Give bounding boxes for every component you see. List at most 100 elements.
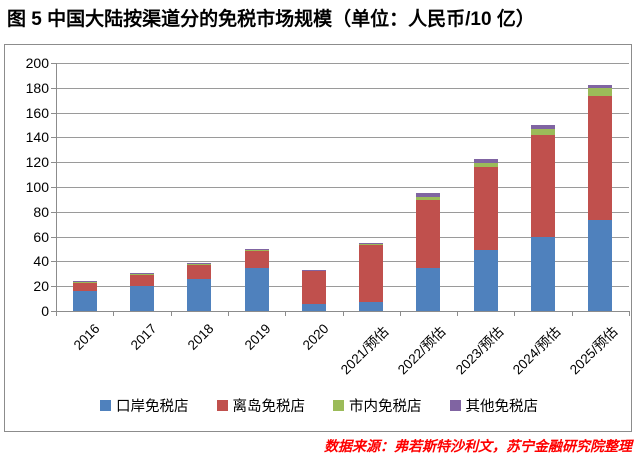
legend-swatch-icon xyxy=(100,400,111,411)
x-tick-5 xyxy=(342,311,344,316)
legend-item-市内免税店: 市内免税店 xyxy=(333,395,422,416)
y-axis-label-20: 20 xyxy=(33,278,49,295)
bar-2025/预估-其他免税店 xyxy=(588,84,613,89)
bar-2016-离岛免税店 xyxy=(72,281,97,291)
y-axis-label-160: 160 xyxy=(25,104,49,121)
legend-label: 其他免税店 xyxy=(465,399,539,415)
y-axis-label-60: 60 xyxy=(33,228,49,245)
x-tick-3 xyxy=(227,311,229,316)
x-axis-label-2022/预估: 2022/预估 xyxy=(395,323,449,378)
y-axis-label-80: 80 xyxy=(33,203,49,220)
bar-2023/预估-市内免税店 xyxy=(473,162,498,168)
bar-2020-口岸免税店 xyxy=(301,303,326,311)
bar-2024/预估-其他免税店 xyxy=(531,125,556,129)
bar-2023/预估-口岸免税店 xyxy=(473,250,498,311)
x-tick-7 xyxy=(457,311,459,316)
legend-item-口岸免税店: 口岸免税店 xyxy=(100,395,189,416)
y-axis-label-120: 120 xyxy=(25,154,49,171)
y-tick-100 xyxy=(51,187,56,188)
bar-2023/预估-其他免税店 xyxy=(473,159,498,163)
x-axis-label-2017: 2017 xyxy=(127,321,160,353)
bar-2017-口岸免税店 xyxy=(129,286,154,311)
y-axis-label-140: 140 xyxy=(25,129,49,146)
y-tick-0 xyxy=(51,311,56,312)
gridline-80 xyxy=(56,211,629,213)
gridline-40 xyxy=(56,261,629,263)
gridline-200 xyxy=(56,63,629,64)
y-tick-60 xyxy=(51,236,56,238)
bar-2025/预估-市内免税店 xyxy=(588,88,613,97)
x-tick-2 xyxy=(170,311,172,316)
x-axis-label-2025/预估: 2025/预估 xyxy=(567,323,621,378)
x-axis-label-2020: 2020 xyxy=(299,321,332,353)
x-axis-label-2024/预估: 2024/预估 xyxy=(509,323,564,378)
bar-2018-离岛免税店 xyxy=(187,263,212,279)
y-tick-200 xyxy=(51,63,56,64)
y-tick-80 xyxy=(51,211,56,213)
bar-2021/预估-离岛免税店 xyxy=(359,244,384,302)
figure-title: 图 5 中国大陆按渠道分的免税市场规模（单位：人民币/10 亿） xyxy=(7,9,535,30)
bar-2019-离岛免税店 xyxy=(244,250,269,269)
x-axis-label-2023/预估: 2023/预估 xyxy=(452,323,507,378)
chart-box: 口岸免税店 离岛免税店 市内免税店 其他免税店 0 20 40 60 80 100 120 140 1… xyxy=(4,44,632,432)
y-axis-label-40: 40 xyxy=(33,253,49,270)
x-axis-label-2016: 2016 xyxy=(70,321,103,353)
bar-2024/预估-口岸免税店 xyxy=(531,237,556,311)
y-tick-180 xyxy=(51,87,56,89)
x-tick-6 xyxy=(399,311,401,316)
bar-2018-口岸免税店 xyxy=(187,278,212,311)
bar-2023/预估-离岛免税店 xyxy=(473,167,498,251)
gridline-20 xyxy=(56,286,629,288)
bar-2022/预估-市内免税店 xyxy=(416,196,441,200)
bar-2025/预估-离岛免税店 xyxy=(588,96,613,221)
legend-swatch-icon xyxy=(449,400,461,411)
x-tick-1 xyxy=(113,311,115,316)
y-tick-140 xyxy=(51,137,56,139)
gridline-100 xyxy=(56,187,629,188)
x-axis-label-2021/预估: 2021/预估 xyxy=(337,323,392,378)
bar-2021/预估-其他免税店 xyxy=(359,243,384,244)
legend-item-其他免税店: 其他免税店 xyxy=(449,395,539,416)
bar-2024/预估-离岛免税店 xyxy=(531,134,556,238)
bar-2019-口岸免税店 xyxy=(244,268,269,311)
y-axis-label-180: 180 xyxy=(25,79,49,96)
y-tick-40 xyxy=(51,261,56,263)
legend-swatch-icon xyxy=(333,400,344,411)
bar-2024/预估-市内免税店 xyxy=(531,128,556,135)
x-tick-0 xyxy=(56,311,57,316)
gridline-140 xyxy=(56,137,629,139)
x-tick-10 xyxy=(629,311,630,316)
bar-2022/预估-离岛免税店 xyxy=(416,200,441,268)
legend-item-离岛免税店: 离岛免税店 xyxy=(216,395,306,416)
bar-2018-其他免税店 xyxy=(187,262,212,264)
x-axis-label-2018: 2018 xyxy=(184,321,217,353)
bar-2020-离岛免税店 xyxy=(301,270,326,304)
y-tick-160 xyxy=(51,112,56,114)
bar-2022/预估-其他免税店 xyxy=(416,193,441,197)
bar-2016-口岸免税店 xyxy=(72,290,97,311)
y-axis-label-0: 0 xyxy=(41,303,49,319)
legend-label: 口岸免税店 xyxy=(116,399,189,415)
data-source-note: 数据来源：弗若斯特沙利文，苏宁金融研究院整理 xyxy=(324,438,632,454)
bar-2017-其他免税店 xyxy=(129,272,154,274)
bar-2021/预估-口岸免税店 xyxy=(359,301,384,311)
legend-label: 市内免税店 xyxy=(349,399,422,415)
y-axis-line xyxy=(56,63,57,311)
x-tick-9 xyxy=(571,311,573,316)
legend-swatch-icon xyxy=(216,400,228,411)
gridline-180 xyxy=(56,87,629,89)
bar-2019-市内免税店 xyxy=(244,249,269,251)
bar-2022/预估-口岸免税店 xyxy=(416,267,441,311)
y-tick-120 xyxy=(51,162,56,164)
y-axis-label-100: 100 xyxy=(25,179,49,195)
gridline-120 xyxy=(56,162,629,164)
legend-label: 离岛免税店 xyxy=(232,399,306,415)
y-tick-20 xyxy=(51,286,56,288)
bar-2025/预估-口岸免税店 xyxy=(588,220,613,311)
x-tick-8 xyxy=(514,311,516,316)
x-tick-4 xyxy=(285,311,287,316)
x-axis-label-2019: 2019 xyxy=(242,321,275,353)
bar-2019-其他免税店 xyxy=(244,248,269,250)
gridline-160 xyxy=(56,112,629,114)
bar-2017-离岛免税店 xyxy=(129,273,154,287)
